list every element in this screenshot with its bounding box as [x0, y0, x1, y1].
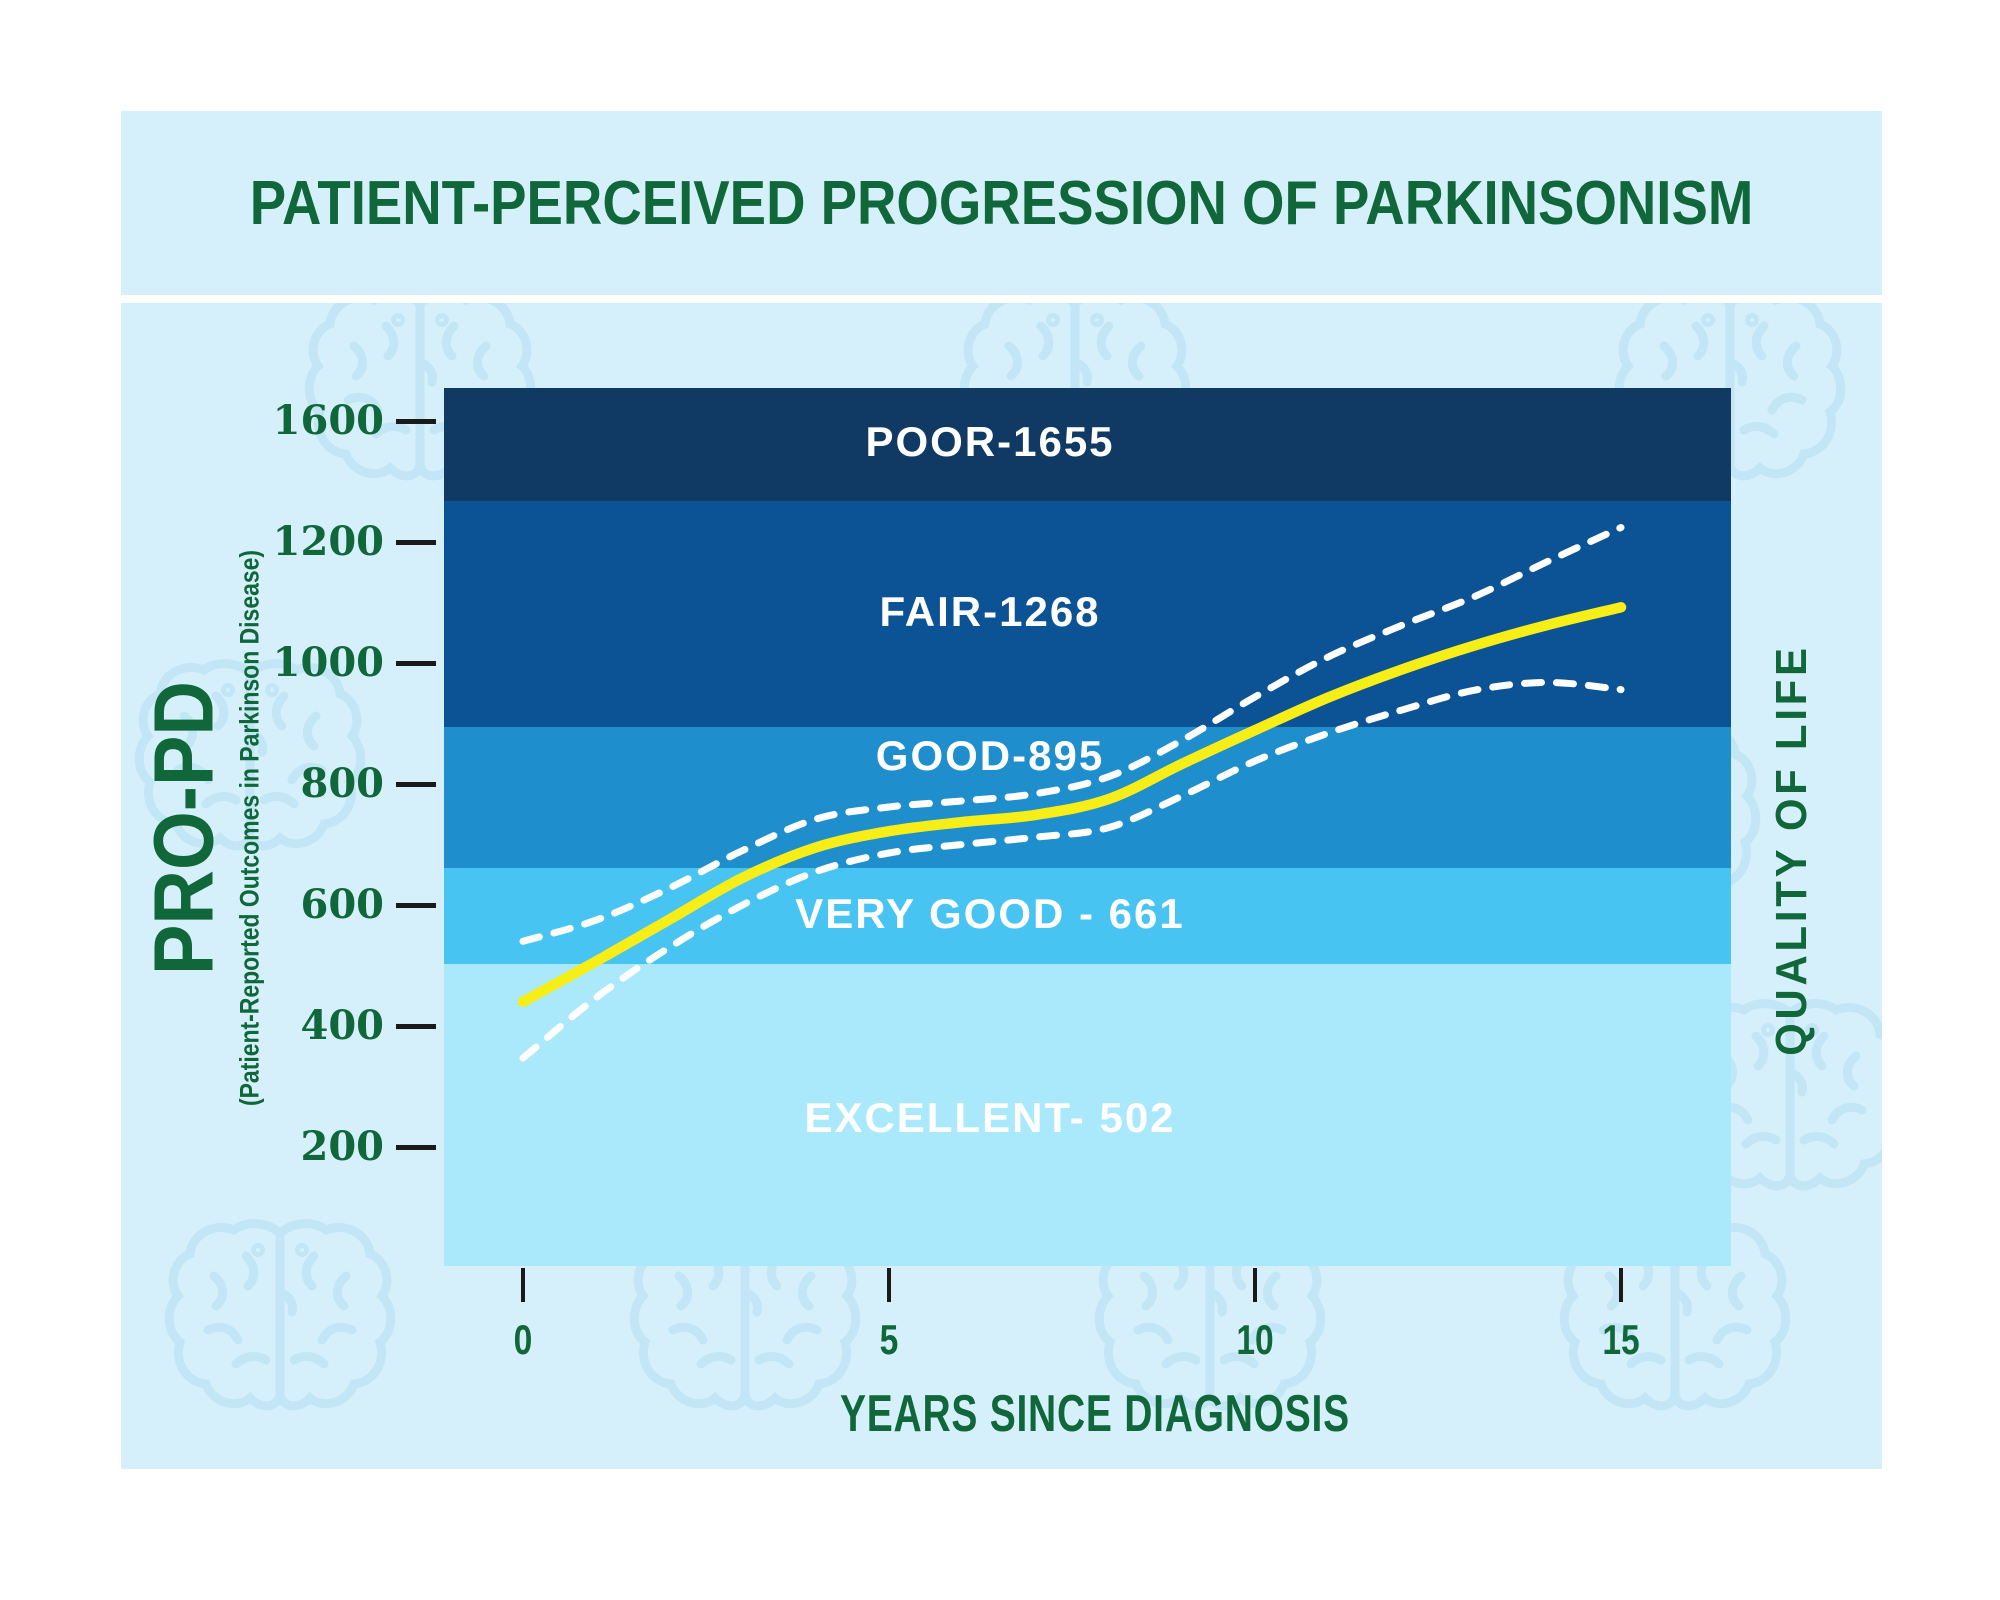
band-excellent	[444, 964, 1731, 1266]
y-tick-label-1200: 1200	[272, 518, 384, 565]
band-label-fair: FAIR-1268	[879, 587, 1101, 635]
x-axis-title: YEARS SINCE DIAGNOSIS	[840, 1385, 1350, 1443]
upper-ci-line	[519, 524, 1625, 945]
band-poor	[444, 388, 1731, 501]
y-tick-label-1000: 1000	[272, 639, 384, 686]
x-tick-label-10: 10	[1236, 1316, 1274, 1363]
band-good	[444, 726, 1731, 869]
band-label-very-good: VERY GOOD - 661	[795, 890, 1185, 938]
plot-area: POOR-1655 FAIR-1268 GOOD-895 VERY GOOD - 66…	[444, 388, 1731, 1266]
curves-layer	[517, 524, 1627, 1062]
x-tick-mark-10	[1253, 1268, 1257, 1302]
x-tick-label-5: 5	[879, 1316, 899, 1363]
band-very-good	[444, 868, 1731, 965]
x-tick-mark-0	[521, 1268, 525, 1302]
mean-line	[517, 602, 1627, 1008]
y-tick-label-800: 800	[300, 760, 385, 807]
lower-ci-line	[519, 678, 1625, 1062]
band-label-good: GOOD-895	[875, 732, 1105, 780]
y-tick-mark-1000	[396, 661, 436, 666]
title-panel: PATIENT-PERCEIVED PROGRESSION OF PARKINS…	[121, 111, 1882, 295]
page-title: PATIENT-PERCEIVED PROGRESSION OF PARKINS…	[249, 168, 1754, 238]
band-label-excellent: EXCELLENT- 502	[804, 1094, 1176, 1142]
y-tick-mark-1600	[396, 419, 436, 424]
x-tick-label-0: 0	[513, 1316, 533, 1363]
x-tick-mark-15	[1619, 1268, 1623, 1302]
y-tick-mark-800	[396, 782, 436, 787]
y-tick-label-200: 200	[300, 1123, 385, 1170]
y-tick-label-400: 400	[300, 1002, 385, 1049]
right-axis-title: QUALITY OF LIFE	[1767, 644, 1816, 1056]
y-axis-subtitle: (Patient-Reported Outcomes in Parkinson …	[234, 549, 265, 1107]
band-fair	[444, 500, 1731, 727]
y-tick-label-600: 600	[300, 881, 385, 928]
y-tick-mark-200	[396, 1145, 436, 1150]
x-tick-label-15: 15	[1602, 1316, 1640, 1363]
x-tick-mark-5	[887, 1268, 891, 1302]
y-tick-label-1600: 1600	[272, 397, 384, 444]
y-tick-mark-1200	[396, 540, 436, 545]
band-label-poor: POOR-1655	[865, 418, 1115, 466]
y-tick-mark-400	[396, 1024, 436, 1029]
y-axis-title: PRO-PD	[136, 680, 231, 976]
y-tick-mark-600	[396, 903, 436, 908]
